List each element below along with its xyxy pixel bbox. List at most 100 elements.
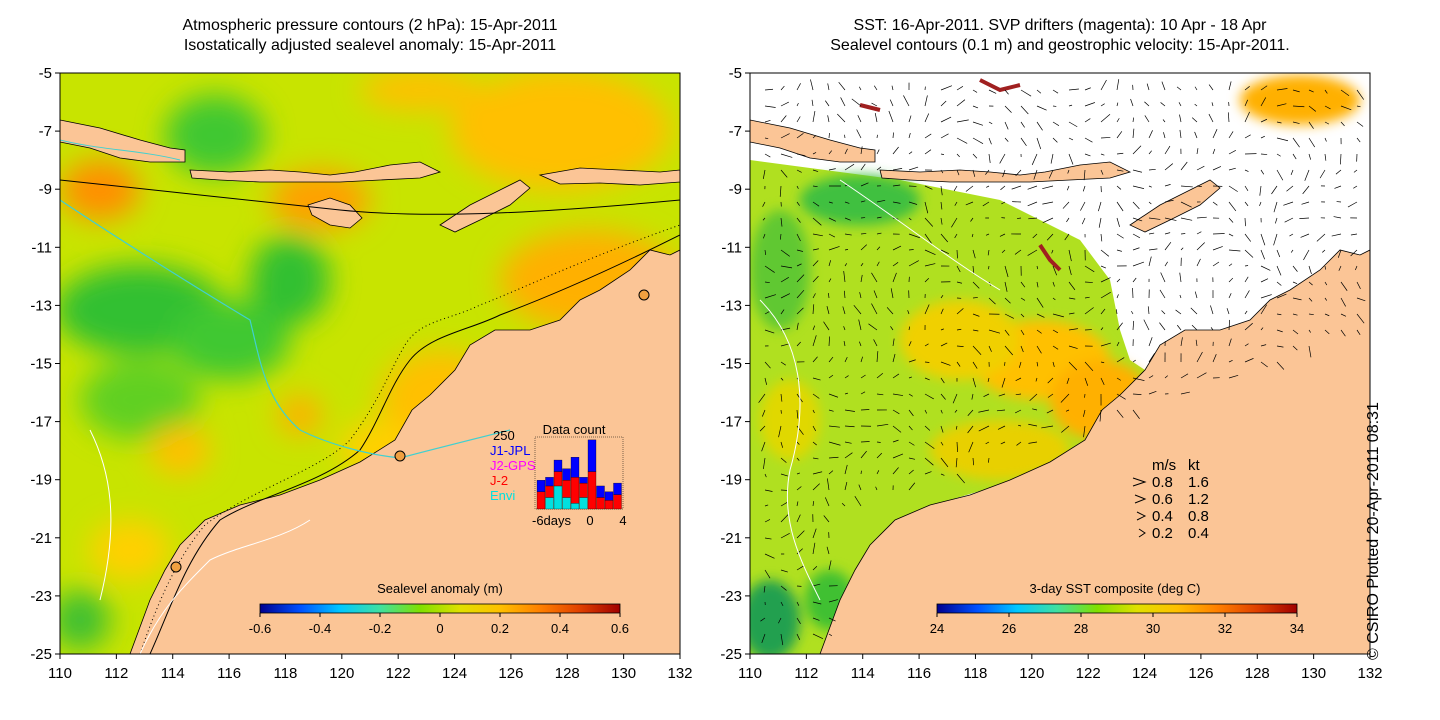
velocity-vector — [1276, 361, 1285, 370]
velocity-vector — [1160, 272, 1166, 283]
data-count-xlabel-start: -6days — [532, 513, 572, 528]
velocity-vector — [1052, 281, 1055, 287]
data-count-bar-j1 — [536, 480, 546, 492]
velocity-vector — [1164, 375, 1168, 379]
velocity-vector — [1260, 118, 1268, 123]
x-tick-label: 112 — [104, 665, 128, 682]
velocity-vector — [764, 311, 770, 315]
velocity-vector — [1356, 313, 1365, 324]
velocity-vector — [1292, 313, 1298, 316]
velocity-vector — [1100, 327, 1104, 331]
velocity-vector — [796, 307, 804, 315]
velocity-vector — [1027, 201, 1038, 207]
velocity-vector — [908, 115, 912, 123]
velocity-vector — [1004, 313, 1014, 319]
velocity-vector — [1308, 265, 1312, 275]
velocity-vector — [1146, 83, 1150, 91]
velocity-vector — [1300, 233, 1310, 238]
velocity-vector — [1228, 149, 1237, 155]
velocity-vector — [1228, 167, 1236, 171]
velocity-vector — [1084, 153, 1091, 157]
right-title-line-1: SST: 16-Apr-2011. SVP drifters (magenta)… — [853, 17, 1267, 34]
velocity-vector — [1190, 307, 1198, 315]
velocity-vector — [1244, 99, 1248, 107]
velocity-vector — [859, 341, 862, 347]
velocity-vector — [1196, 242, 1205, 251]
velocity-vector — [828, 168, 836, 171]
velocity-vector — [812, 356, 818, 363]
velocity-vector — [1260, 327, 1264, 331]
velocity-vector — [812, 260, 819, 267]
velocity-vector — [1084, 137, 1093, 143]
velocity-vector — [955, 425, 958, 430]
velocity-vector — [956, 169, 960, 176]
velocity-vector — [764, 377, 767, 385]
velocity-vector — [1100, 277, 1111, 283]
y-tick-label: -25 — [720, 646, 742, 663]
velocity-vector — [1164, 163, 1174, 171]
velocity-vector — [908, 441, 915, 446]
velocity-vector — [924, 277, 930, 283]
velocity-vector — [1176, 324, 1182, 331]
velocity-vector — [844, 392, 848, 395]
velocity-vector — [1132, 217, 1143, 222]
velocity-vector — [778, 425, 782, 438]
velocity-vector — [983, 393, 990, 397]
x-tick-label: 130 — [1301, 665, 1326, 682]
velocity-legend-ms-header: m/s — [1152, 457, 1176, 474]
velocity-vector — [796, 457, 800, 461]
velocity-vector — [954, 233, 958, 239]
velocity-vector — [796, 425, 804, 435]
velocity-vector — [940, 425, 944, 433]
dotted-contour — [139, 224, 680, 654]
velocity-vector — [1099, 409, 1102, 422]
velocity-vector — [1131, 310, 1134, 315]
velocity-vector — [780, 293, 791, 299]
velocity-vector — [1276, 313, 1282, 316]
velocity-vector — [1308, 121, 1314, 129]
velocity-vector — [908, 217, 912, 221]
velocity-vector — [1052, 137, 1058, 143]
velocity-vector — [828, 336, 830, 347]
velocity-vector — [858, 86, 862, 91]
velocity-vector — [1260, 135, 1266, 139]
velocity-vector — [1001, 201, 1006, 205]
velocity-vector — [924, 393, 934, 400]
right-map-title: SST: 16-Apr-2011. SVP drifters (magenta)… — [750, 16, 1370, 56]
y-tick-label: -17 — [30, 414, 52, 431]
velocity-legend-ms: 0.6 — [1152, 491, 1173, 508]
velocity-vector — [1244, 233, 1252, 242]
velocity-vector — [907, 310, 910, 315]
velocity-vector — [828, 292, 830, 299]
velocity-vector — [1356, 297, 1366, 302]
velocity-vector — [1068, 249, 1072, 262]
velocity-vector — [1180, 185, 1193, 188]
velocity-vector — [860, 244, 868, 251]
velocity-vector — [1180, 161, 1188, 171]
velocity-vector — [1196, 231, 1202, 235]
velocity-vector — [1100, 308, 1106, 315]
velocity-vector — [876, 393, 884, 396]
velocity-vector — [1212, 354, 1217, 363]
velocity-vector — [780, 393, 783, 402]
velocity-vector — [1276, 169, 1284, 181]
velocity-vector — [940, 393, 946, 400]
velocity-vector — [891, 85, 894, 91]
velocity-vector — [764, 265, 775, 273]
velocity-vector — [1004, 121, 1009, 130]
velocity-vector — [1196, 351, 1203, 363]
data-count-bar-j1 — [562, 468, 571, 481]
velocity-vector — [842, 306, 846, 315]
velocity-vector — [1259, 201, 1262, 207]
velocity-vector — [796, 169, 802, 173]
nusa-tenggara-islands-right — [879, 161, 1132, 183]
data-count-bar-envi — [545, 497, 554, 510]
velocity-vector — [1036, 137, 1042, 150]
velocity-vector — [1018, 424, 1022, 427]
velocity-vector — [1212, 246, 1223, 251]
velocity-vector — [1004, 281, 1008, 292]
velocity-vector — [1292, 89, 1300, 93]
velocity-vector — [1014, 249, 1022, 255]
velocity-vector — [954, 409, 958, 413]
velocity-vector — [924, 425, 931, 431]
